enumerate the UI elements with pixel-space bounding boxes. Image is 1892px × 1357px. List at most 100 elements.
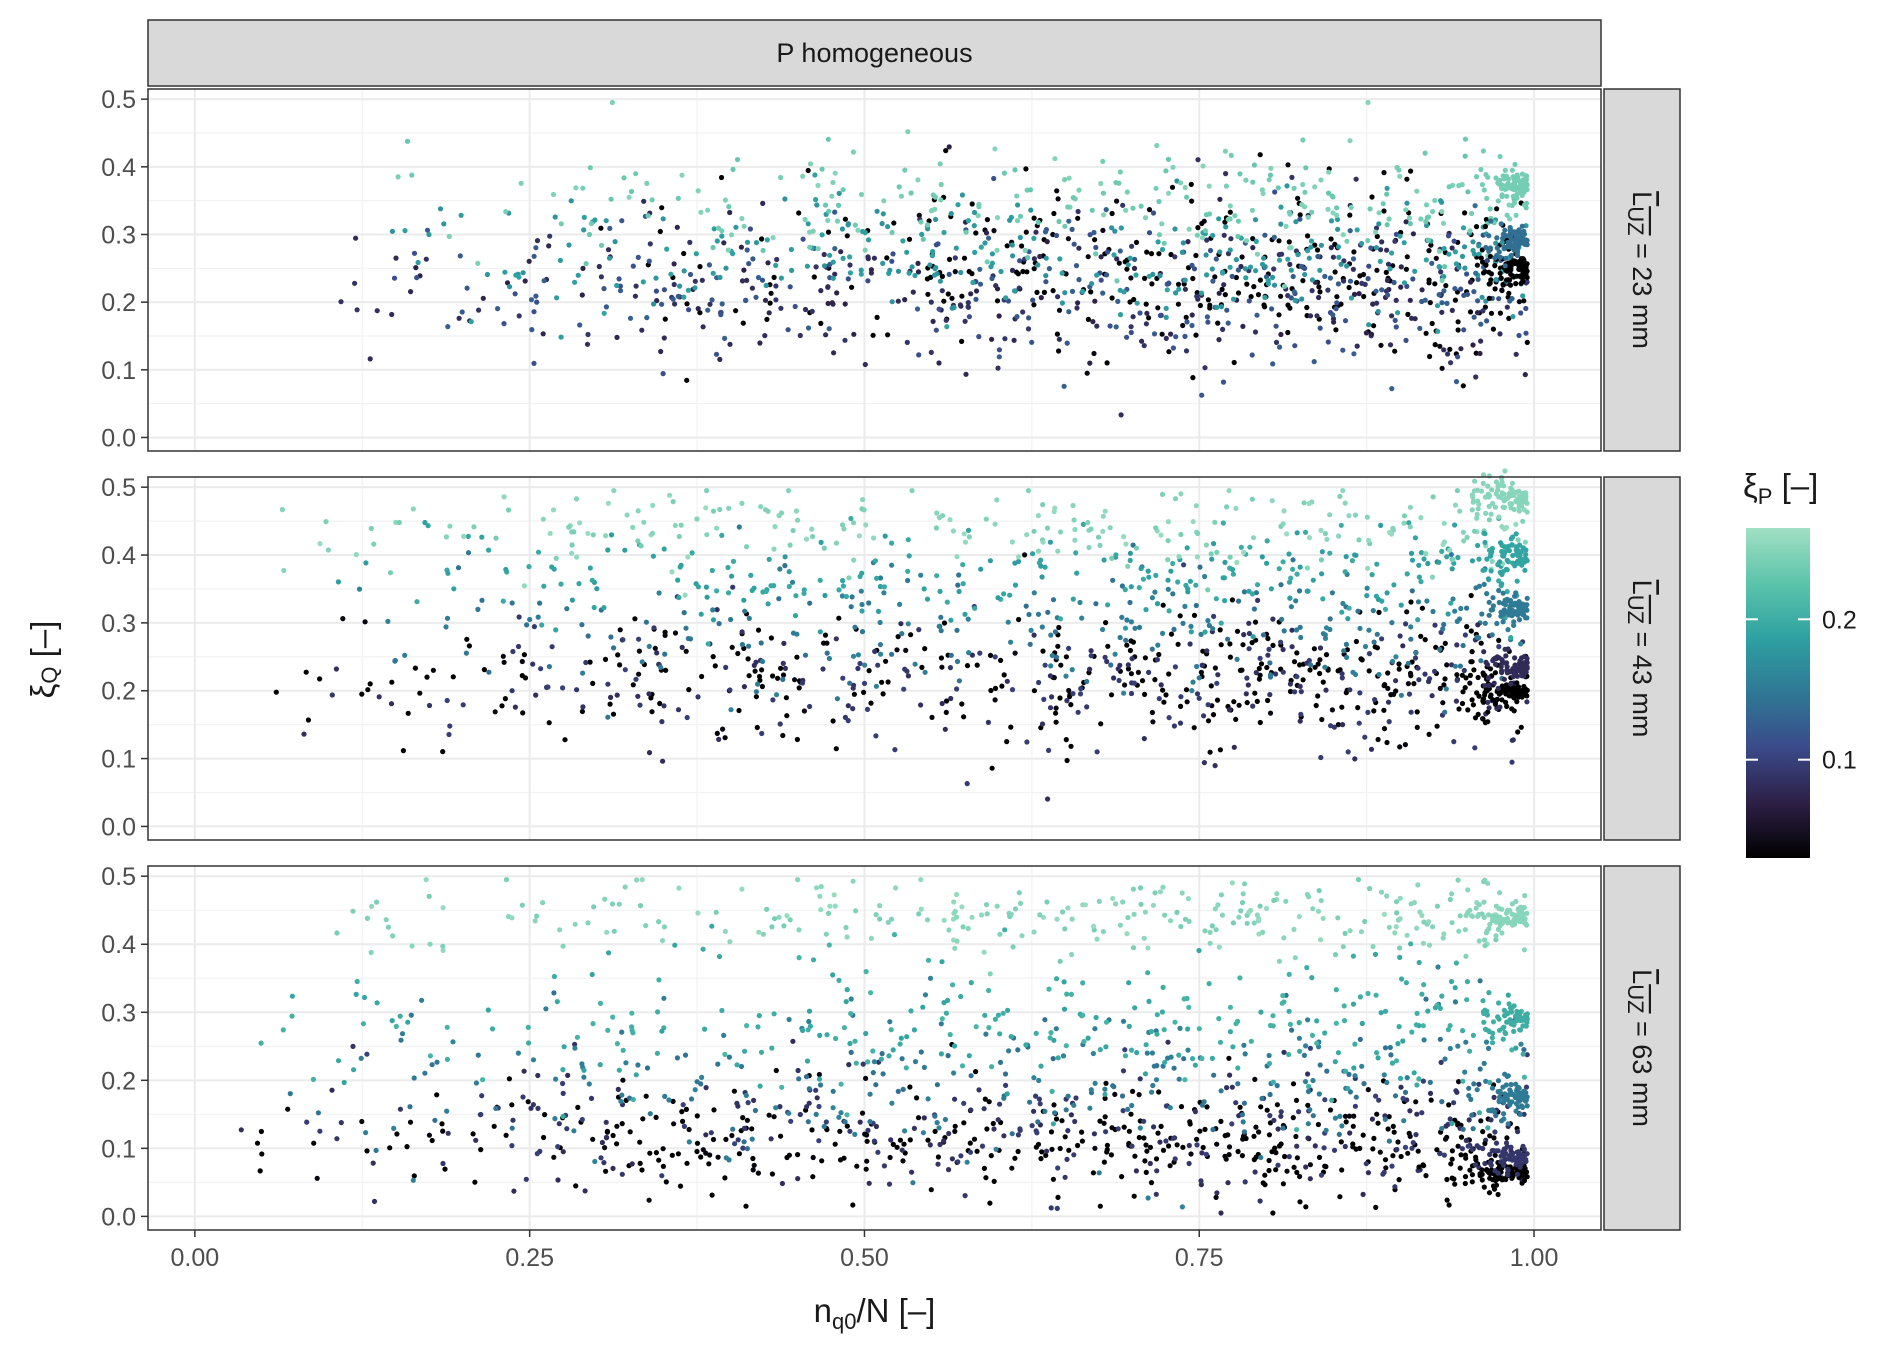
data-point [402, 652, 408, 658]
data-point [1131, 680, 1137, 686]
data-point [1368, 331, 1375, 337]
data-point [1340, 488, 1346, 494]
data-point [969, 652, 976, 658]
data-point [1351, 1113, 1357, 1119]
data-point [1420, 1023, 1426, 1029]
data-point [1394, 910, 1400, 916]
data-point [674, 224, 680, 230]
data-point [716, 621, 722, 627]
data-point [694, 1140, 701, 1146]
data-point [1219, 912, 1225, 918]
data-point [1464, 534, 1470, 540]
data-point [987, 971, 993, 977]
data-point [535, 549, 542, 555]
data-point [782, 196, 788, 202]
data-point [314, 1175, 320, 1181]
data-point [1383, 288, 1390, 294]
data-point [457, 253, 463, 259]
data-point [1213, 1194, 1219, 1200]
data-point [924, 917, 931, 923]
data-point [1187, 1121, 1193, 1127]
data-point [1488, 607, 1494, 613]
data-point [1466, 1085, 1472, 1091]
data-point [965, 527, 972, 534]
data-point [1138, 901, 1144, 907]
data-point [903, 1065, 909, 1071]
data-point [1227, 1029, 1233, 1035]
data-point [1341, 1018, 1348, 1024]
data-point [1445, 1027, 1451, 1033]
data-point [730, 584, 736, 590]
data-point [1325, 206, 1331, 212]
data-point [657, 228, 663, 235]
data-point [1224, 504, 1230, 510]
data-point [1299, 296, 1305, 302]
data-point [1496, 599, 1502, 606]
data-point [616, 1067, 622, 1073]
data-point [422, 1070, 428, 1076]
data-point [535, 614, 541, 620]
data-point [1278, 639, 1284, 645]
data-point [1229, 273, 1235, 279]
data-point [1248, 1038, 1254, 1044]
data-point [1339, 609, 1345, 615]
data-point [1301, 1052, 1307, 1058]
data-point [1439, 277, 1445, 284]
data-point [1206, 622, 1212, 629]
data-point [914, 1095, 920, 1101]
data-point [879, 221, 885, 227]
data-point [597, 1000, 604, 1007]
data-point [444, 1056, 450, 1062]
data-point [1504, 557, 1510, 563]
data-point [1449, 1156, 1455, 1162]
data-point [1257, 719, 1263, 726]
data-point [1226, 707, 1233, 713]
data-point [1364, 593, 1370, 599]
data-point [1075, 208, 1081, 215]
data-point [1243, 691, 1249, 697]
data-point [410, 506, 416, 512]
data-point [589, 577, 595, 583]
data-point [981, 1165, 988, 1171]
data-point [929, 714, 935, 721]
data-point [988, 687, 994, 694]
data-point [1155, 1130, 1161, 1136]
data-point [1445, 351, 1451, 357]
data-point [756, 673, 763, 680]
data-point [875, 608, 882, 615]
data-point [1064, 340, 1070, 346]
data-point [1218, 1210, 1224, 1216]
data-point [744, 1146, 751, 1152]
data-point [653, 1114, 659, 1120]
data-point [1518, 1041, 1524, 1047]
data-point [238, 1127, 244, 1133]
data-point [861, 507, 867, 513]
data-point [1097, 542, 1103, 549]
data-point [1166, 349, 1172, 355]
data-point [1318, 898, 1324, 904]
data-point [1486, 248, 1492, 254]
data-point [1043, 273, 1049, 279]
data-point [1423, 219, 1429, 225]
data-point [1460, 383, 1466, 389]
data-point [796, 685, 802, 691]
data-point [1491, 1094, 1497, 1100]
data-point [874, 575, 880, 581]
data-point [1396, 666, 1402, 672]
data-point [1429, 260, 1435, 266]
data-point [1425, 560, 1431, 567]
data-point [1315, 693, 1321, 699]
data-point [1250, 703, 1256, 709]
data-point [1233, 274, 1239, 281]
data-point [1002, 336, 1008, 342]
data-point [901, 1141, 907, 1147]
data-point [949, 295, 955, 301]
data-point [579, 1061, 585, 1067]
data-point [1463, 953, 1469, 959]
data-point [933, 525, 940, 531]
data-point [954, 658, 961, 665]
data-point [962, 539, 969, 545]
data-point [1311, 359, 1317, 365]
data-point [997, 1059, 1004, 1065]
data-point [773, 283, 779, 289]
